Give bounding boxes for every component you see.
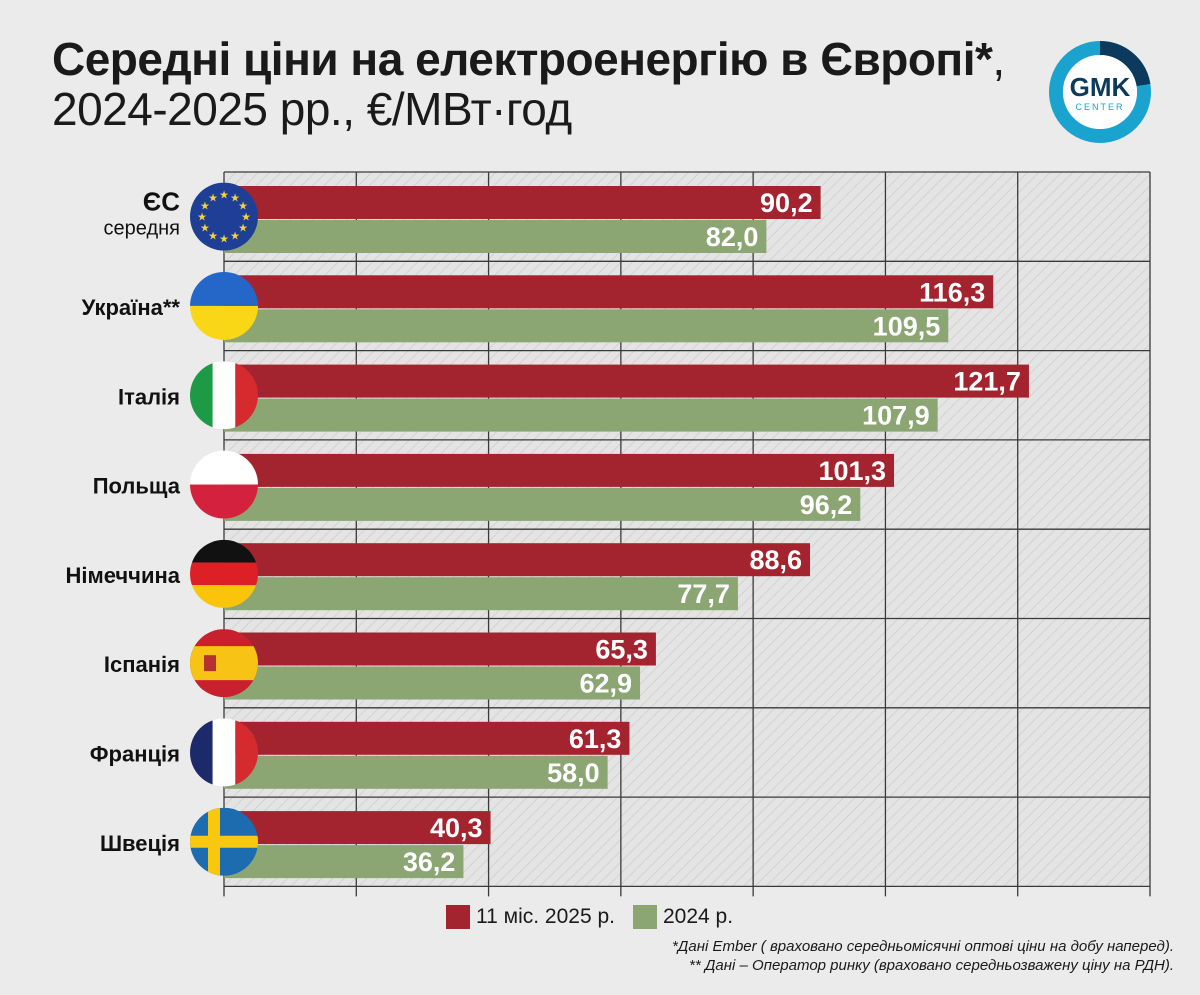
data-label: 107,9 [862,401,930,431]
legend-label-2025: 11 міс. 2025 р. [476,905,615,928]
data-label: 36,2 [403,847,456,877]
svg-text:★: ★ [230,193,240,205]
category-label: Швеція [100,831,180,856]
data-label: 58,0 [547,758,600,788]
data-label: 40,3 [430,813,483,843]
svg-text:★: ★ [208,193,218,205]
bar-2025 [224,811,491,845]
bar-2024 [224,309,949,343]
bar-2024 [224,666,641,700]
gmk-center-logo: GMK CENTER [1049,40,1151,143]
data-label: 65,3 [595,635,648,665]
sweden-flag-icon [190,807,258,876]
legend: 11 міс. 2025 р. 2024 р. [446,905,733,929]
data-label: 96,2 [800,490,853,520]
data-label: 88,6 [749,545,802,575]
category-label: Німеччина [65,563,180,588]
eu-flag-icon: ★ ★★★★★★★★★★★ [190,182,258,251]
bar-2024 [224,487,861,521]
footnote-2: ** Дані – Оператор ринку (враховано сере… [689,957,1174,974]
legend-swatch-2025 [446,905,470,929]
category-label: Іспанія [104,652,180,677]
data-label: 90,2 [760,188,813,218]
ukraine-flag-icon [190,271,258,340]
category-label: Франція [90,741,180,766]
svg-text:★: ★ [197,212,207,224]
svg-text:★: ★ [200,201,210,213]
poland-flag-icon [190,450,258,519]
bar-2025 [224,275,994,309]
svg-text:★: ★ [238,201,248,213]
category-label: ЄС [143,187,180,217]
svg-text:★: ★ [230,231,240,243]
category-label: Італія [118,384,180,409]
footnote-1: *Дані Ember ( враховано середньомісячні … [671,938,1174,955]
data-label: 121,7 [953,367,1021,397]
title-units: , 2024-2025 рр., €/МВт·год [52,33,1005,135]
bar-2025 [224,453,895,487]
data-label: 116,3 [919,277,985,307]
footnotes: *Дані Ember ( враховано середньомісячні … [672,937,1174,975]
svg-text:★: ★ [208,231,218,243]
data-label: 109,5 [873,311,941,341]
legend-label-2024: 2024 р. [662,905,734,928]
bar-2025 [224,721,630,755]
category-label: Польща [93,474,181,499]
data-label: 101,3 [818,456,886,486]
title-main: Середні ціни на електроенергію в Європі* [52,33,993,85]
svg-text:★: ★ [238,223,248,235]
bar-2024 [224,220,767,253]
data-label: 82,0 [706,222,759,252]
germany-flag-icon [190,539,258,608]
category-label: Україна** [82,295,181,320]
category-sublabel: середня [104,218,180,240]
chart-title: Середні ціни на електроенергію в Європі*… [52,34,1012,134]
bar-2025 [224,364,1029,398]
bar-2024 [224,845,464,879]
spain-flag-icon [190,629,258,698]
italy-flag-icon [190,361,258,430]
svg-text:★: ★ [241,212,251,224]
bar-2025 [224,186,821,219]
bar-2024 [224,755,608,789]
data-label: 62,9 [579,669,632,699]
svg-text:★: ★ [219,234,229,246]
bar-2024 [224,398,938,432]
data-label: 61,3 [569,724,622,754]
svg-text:★: ★ [219,190,229,202]
data-label: 77,7 [677,579,730,609]
legend-swatch-2024 [632,905,657,929]
bar-2024 [224,577,738,611]
france-flag-icon [190,718,258,787]
bar-2025 [224,543,811,577]
svg-text:GMK: GMK [1070,72,1131,102]
bar-2025 [224,632,656,666]
svg-text:CENTER: CENTER [1075,102,1124,112]
svg-text:★: ★ [200,223,210,235]
